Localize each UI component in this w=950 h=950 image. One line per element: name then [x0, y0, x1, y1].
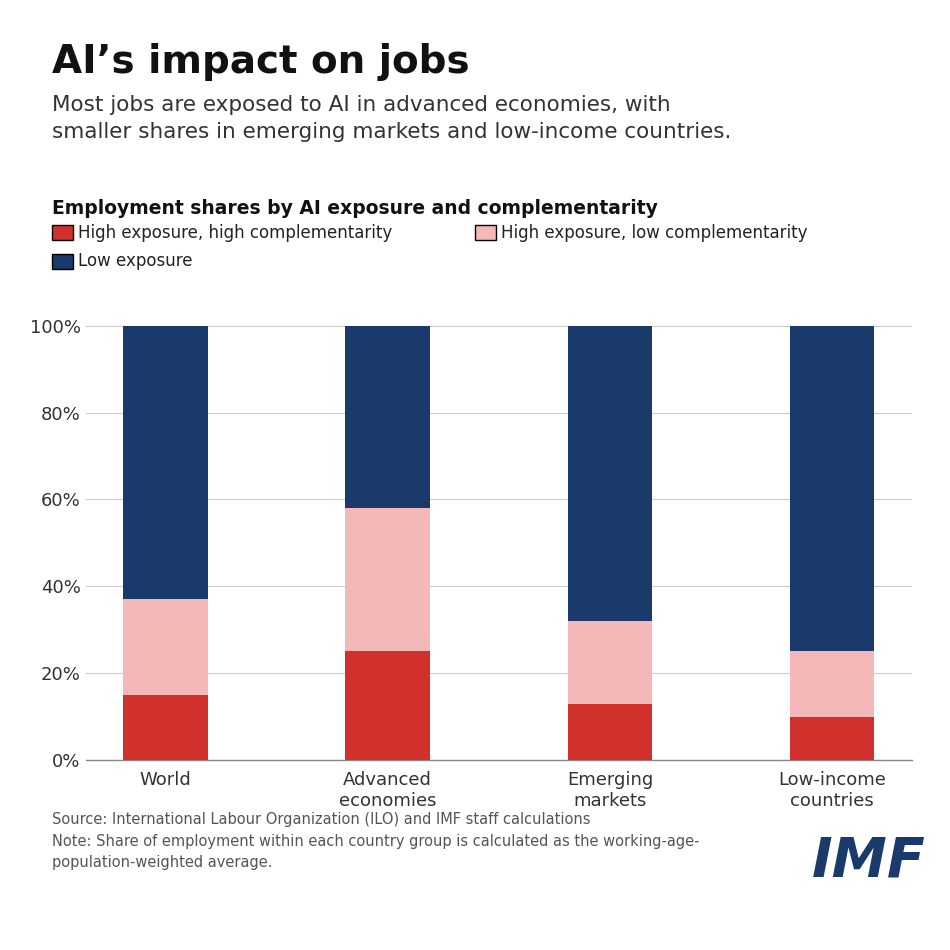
Bar — [568, 326, 652, 621]
Bar — [124, 599, 207, 694]
Bar — [790, 652, 874, 716]
Text: Low exposure: Low exposure — [78, 253, 193, 270]
Bar — [790, 716, 874, 760]
Text: AI’s impact on jobs: AI’s impact on jobs — [52, 43, 470, 81]
Bar — [346, 652, 429, 760]
Bar — [346, 508, 429, 652]
Bar — [124, 326, 207, 599]
Bar — [124, 694, 207, 760]
Text: IMF: IMF — [812, 834, 926, 888]
Text: High exposure, high complementarity: High exposure, high complementarity — [78, 224, 392, 241]
Bar — [346, 326, 429, 508]
Text: Most jobs are exposed to AI in advanced economies, with
smaller shares in emergi: Most jobs are exposed to AI in advanced … — [52, 95, 732, 142]
Text: High exposure, low complementarity: High exposure, low complementarity — [501, 224, 808, 241]
Bar — [568, 621, 652, 704]
Bar — [790, 326, 874, 652]
Bar — [568, 704, 652, 760]
Text: Employment shares by AI exposure and complementarity: Employment shares by AI exposure and com… — [52, 200, 658, 219]
Text: Source: International Labour Organization (ILO) and IMF staff calculations
Note:: Source: International Labour Organizatio… — [52, 812, 700, 870]
